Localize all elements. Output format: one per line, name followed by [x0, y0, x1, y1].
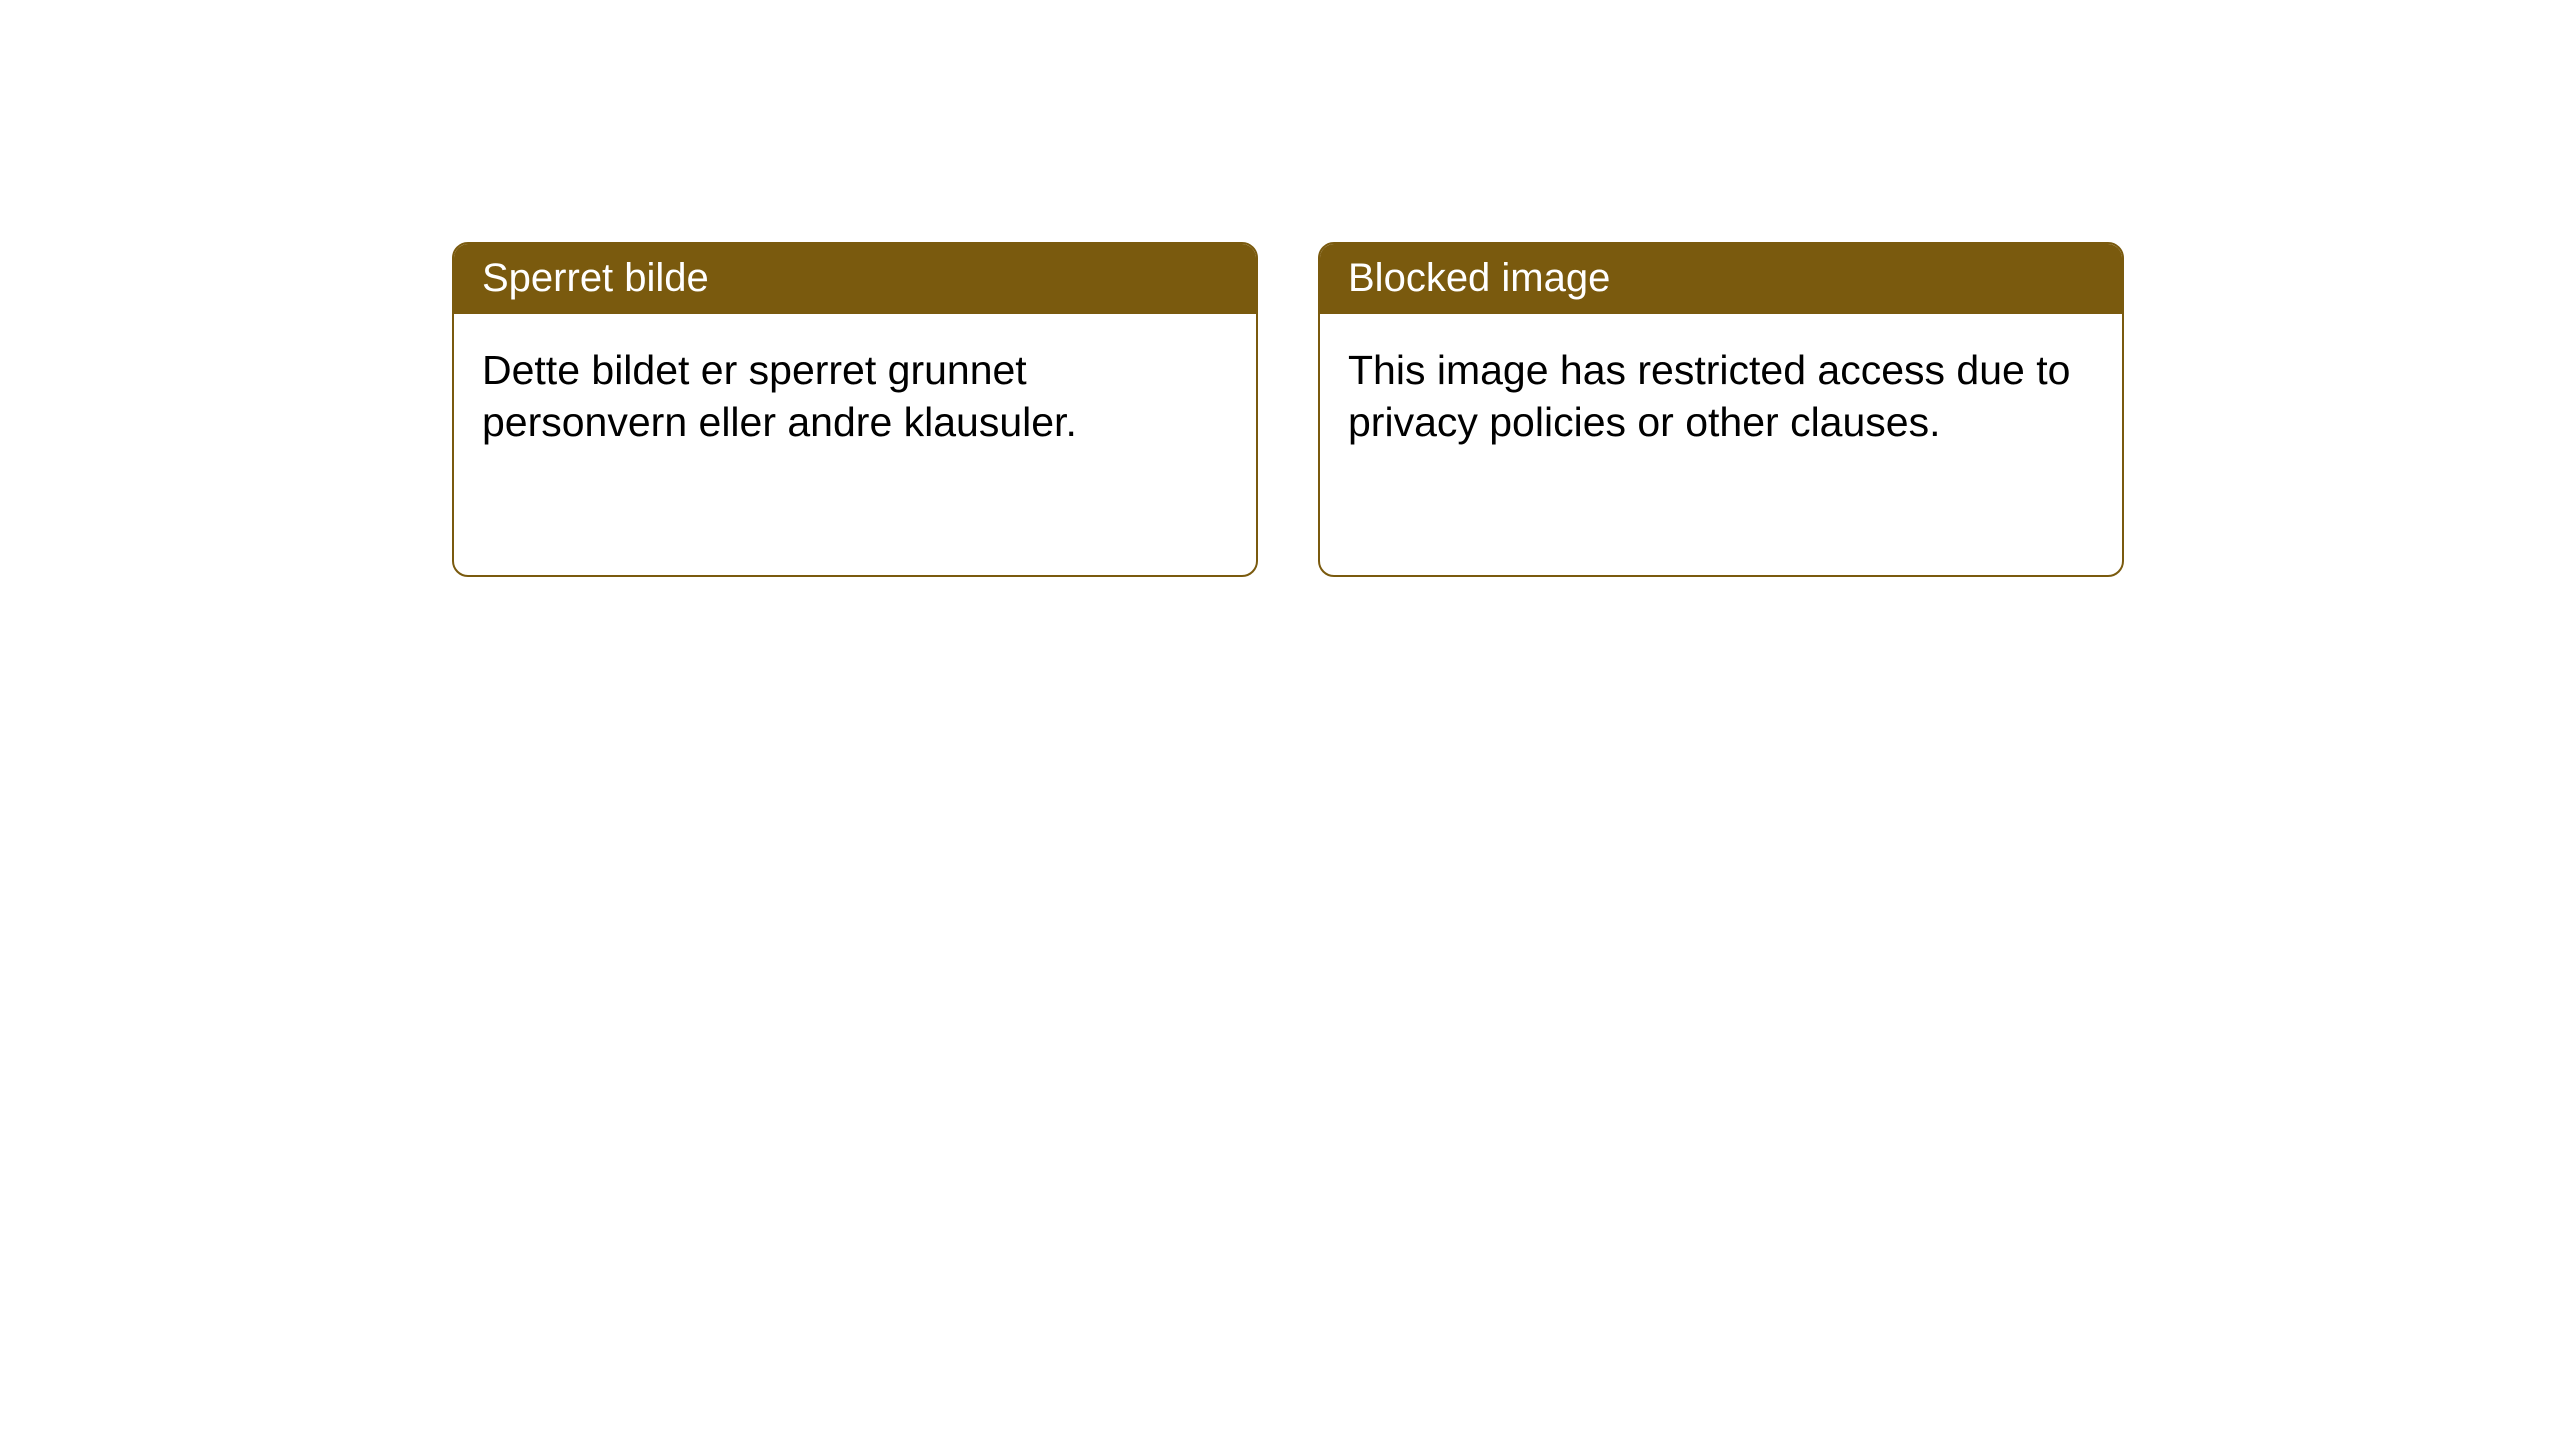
card-body: Dette bildet er sperret grunnet personve…: [454, 314, 1256, 479]
notice-card-norwegian: Sperret bilde Dette bildet er sperret gr…: [452, 242, 1258, 577]
card-header: Blocked image: [1320, 244, 2122, 314]
notice-container: Sperret bilde Dette bildet er sperret gr…: [0, 0, 2560, 577]
card-header: Sperret bilde: [454, 244, 1256, 314]
card-body: This image has restricted access due to …: [1320, 314, 2122, 479]
notice-card-english: Blocked image This image has restricted …: [1318, 242, 2124, 577]
